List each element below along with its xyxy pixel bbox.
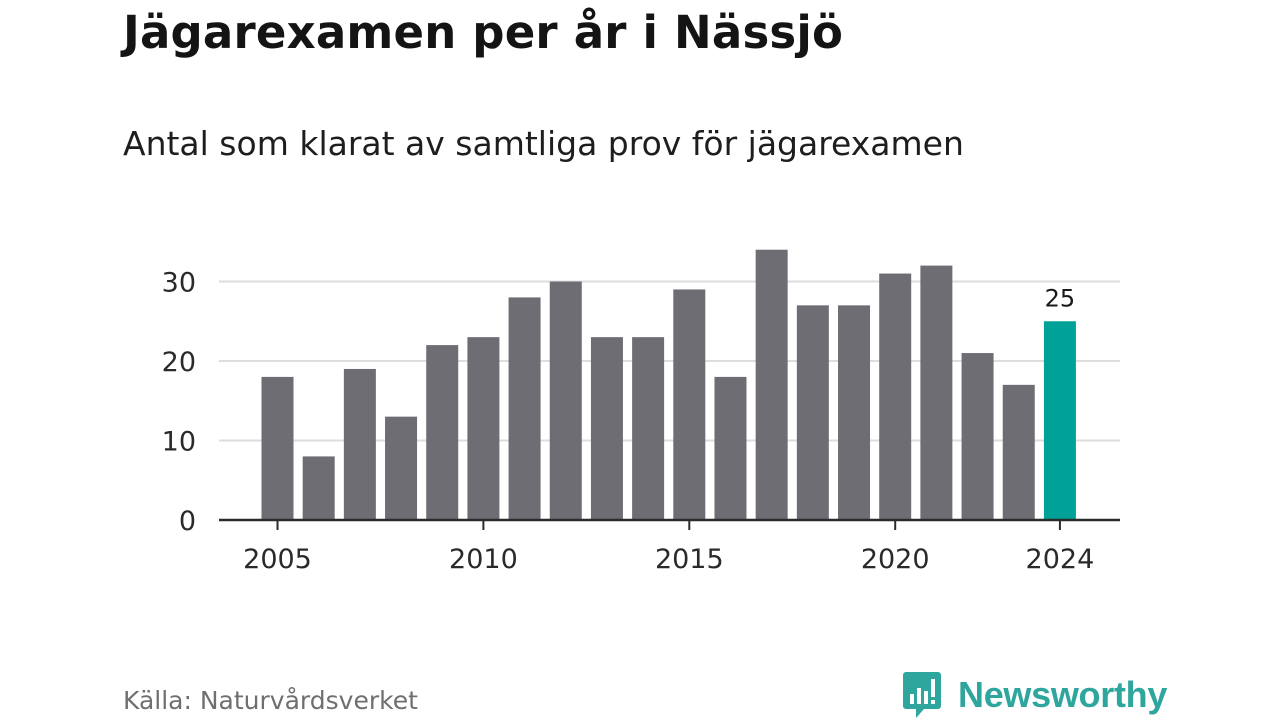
x-tick-label: 2020 bbox=[861, 544, 930, 575]
data-label: 25 bbox=[1045, 284, 1076, 312]
brand-logo: Newsworthy bbox=[902, 670, 1167, 720]
bar bbox=[632, 337, 665, 520]
x-tick-label: 2024 bbox=[1026, 544, 1095, 575]
bar bbox=[755, 249, 788, 520]
bar bbox=[343, 368, 376, 520]
x-tick-label: 2015 bbox=[655, 544, 724, 575]
x-tick-label: 2010 bbox=[449, 544, 518, 575]
bar bbox=[714, 376, 747, 520]
bar bbox=[467, 337, 500, 520]
brand-name: Newsworthy bbox=[958, 674, 1168, 715]
bar bbox=[838, 305, 871, 520]
bar bbox=[508, 297, 541, 520]
bar bbox=[879, 273, 912, 520]
y-tick-label: 0 bbox=[179, 506, 196, 537]
y-tick-label: 10 bbox=[162, 427, 196, 458]
bar bbox=[385, 416, 418, 520]
chart-title: Jägarexamen per år i Nässjö bbox=[123, 6, 844, 59]
x-tick-label: 2005 bbox=[243, 544, 312, 575]
y-tick-label: 20 bbox=[162, 347, 196, 378]
bar bbox=[590, 337, 623, 520]
bar-chart-speech-bubble-icon bbox=[903, 672, 941, 718]
bar-highlight bbox=[1043, 321, 1076, 520]
bar bbox=[302, 456, 335, 520]
bar bbox=[673, 289, 706, 520]
source-note: Källa: Naturvårdsverket bbox=[123, 686, 418, 715]
y-tick-label: 30 bbox=[162, 268, 196, 299]
bar bbox=[261, 376, 294, 520]
bar bbox=[549, 281, 582, 520]
chart-subtitle: Antal som klarat av samtliga prov för jä… bbox=[123, 124, 964, 163]
bar bbox=[961, 353, 994, 520]
bar bbox=[920, 265, 953, 520]
bar bbox=[426, 345, 459, 520]
bar bbox=[1002, 384, 1035, 520]
bar bbox=[796, 305, 829, 520]
